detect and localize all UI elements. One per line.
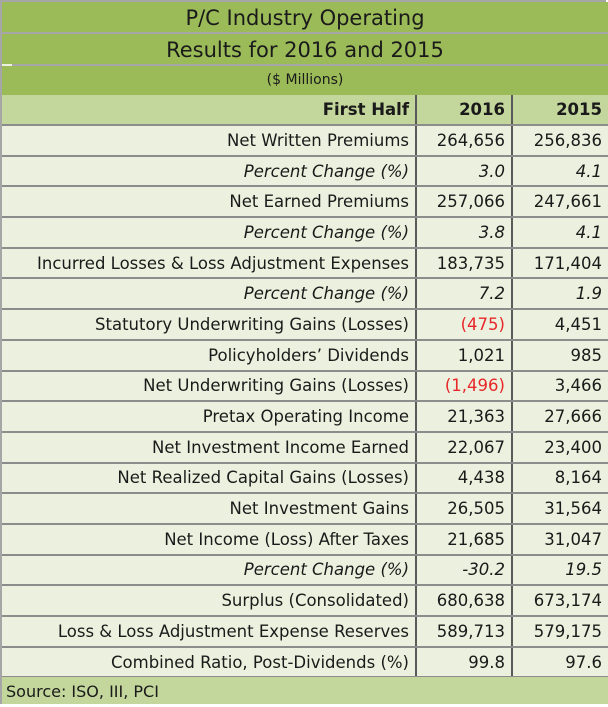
value-2015: 985 [512, 339, 608, 372]
source-note: Source: ISO, III, PCI [2, 677, 608, 704]
value-2015: 247,661 [512, 186, 608, 219]
row-label: Percent Change (%) [2, 278, 417, 311]
value-2015: 4.1 [512, 217, 608, 249]
row-label: Net Earned Premiums [2, 186, 417, 219]
value-2015: 256,836 [512, 125, 608, 157]
value-2015: 8,164 [512, 462, 608, 495]
table-units: ($ Millions) [2, 66, 608, 95]
row-label: Policyholders’ Dividends [2, 339, 417, 372]
table-row: Policyholders’ Dividends 1,021 985 [2, 339, 608, 372]
value-2016: 257,066 [416, 186, 513, 219]
table-row: Loss & Loss Adjustment Expense Reserves 5… [2, 616, 608, 648]
table-row: Pretax Operating Income 21,363 27,666 [2, 401, 608, 433]
row-label: Pretax Operating Income [2, 401, 417, 433]
column-header-2015: 2015 [512, 95, 608, 126]
value-2015: 4.1 [512, 155, 608, 188]
value-2015: 31,047 [512, 523, 608, 556]
row-label: Percent Change (%) [2, 217, 417, 249]
row-label: Combined Ratio, Post-Dividends (%) [2, 646, 417, 679]
value-2016: 21,685 [416, 523, 513, 556]
table-row: Net Written Premiums 264,656 256,836 [2, 125, 608, 157]
value-2016: (1,496) [416, 370, 513, 403]
value-2016: 99.8 [416, 646, 513, 679]
value-2016: 183,735 [416, 247, 513, 280]
row-label: Net Written Premiums [2, 125, 417, 157]
title-divider [2, 32, 608, 34]
value-2016: 22,067 [416, 431, 513, 464]
row-label: Incurred Losses & Loss Adjustment Expens… [2, 247, 417, 280]
value-2016: 264,656 [416, 125, 513, 157]
value-2015: 171,404 [512, 247, 608, 280]
row-label: Surplus (Consolidated) [2, 585, 417, 617]
value-2015: 31,564 [512, 493, 608, 525]
value-2016: 3.0 [416, 155, 513, 188]
value-2016: 680,638 [416, 585, 513, 617]
column-header-row: First Half 2016 2015 [2, 95, 608, 126]
value-2016: 4,438 [416, 462, 513, 495]
title-divider [12, 64, 608, 66]
value-2016: 589,713 [416, 616, 513, 648]
value-2015: 27,666 [512, 401, 608, 433]
value-2016: 1,021 [416, 339, 513, 372]
value-2015: 673,174 [512, 585, 608, 617]
table-row: Percent Change (%) 3.8 4.1 [2, 217, 608, 249]
table-row: Surplus (Consolidated) 680,638 673,174 [2, 585, 608, 617]
value-2016: -30.2 [416, 554, 513, 587]
row-label: Net Realized Capital Gains (Losses) [2, 462, 417, 495]
value-2015: 19.5 [512, 554, 608, 587]
table-row: Net Underwriting Gains (Losses) (1,496) 3,… [2, 370, 608, 403]
table-row: Percent Change (%) 7.2 1.9 [2, 278, 608, 311]
value-2015: 97.6 [512, 646, 608, 679]
value-2015: 579,175 [512, 616, 608, 648]
value-2015: 4,451 [512, 309, 608, 341]
value-2016: 26,505 [416, 493, 513, 525]
table-title-line-1: P/C Industry Operating [2, 2, 608, 32]
table-row: Percent Change (%) 3.0 4.1 [2, 155, 608, 188]
table-row: Combined Ratio, Post-Dividends (%) 99.8 97… [2, 646, 608, 679]
table-row: Incurred Losses & Loss Adjustment Expens… [2, 247, 608, 280]
value-2015: 3,466 [512, 370, 608, 403]
column-header-2016: 2016 [416, 95, 513, 126]
row-label: Loss & Loss Adjustment Expense Reserves [2, 616, 417, 648]
row-label: Net Investment Gains [2, 493, 417, 525]
row-label: Net Investment Income Earned [2, 431, 417, 464]
table-row: Net Earned Premiums 257,066 247,661 [2, 186, 608, 219]
row-label: Statutory Underwriting Gains (Losses) [2, 309, 417, 341]
value-2016: 7.2 [416, 278, 513, 311]
table-row: Net Income (Loss) After Taxes 21,685 31,04… [2, 523, 608, 556]
value-2016: 3.8 [416, 217, 513, 249]
row-label: Percent Change (%) [2, 554, 417, 587]
column-header-label: First Half [2, 95, 417, 126]
results-table: First Half 2016 2015 Net Written Premium… [2, 95, 608, 679]
row-label: Net Income (Loss) After Taxes [2, 523, 417, 556]
table-row: Statutory Underwriting Gains (Losses) (47… [2, 309, 608, 341]
value-2015: 23,400 [512, 431, 608, 464]
table-row: Net Realized Capital Gains (Losses) 4,438… [2, 462, 608, 495]
value-2016: 21,363 [416, 401, 513, 433]
table-title-line-2: Results for 2016 and 2015 [2, 34, 608, 64]
value-2016: (475) [416, 309, 513, 341]
row-label: Percent Change (%) [2, 155, 417, 188]
table-row: Net Investment Income Earned 22,067 23,400 [2, 431, 608, 464]
table-row: Net Investment Gains 26,505 31,564 [2, 493, 608, 525]
value-2015: 1.9 [512, 278, 608, 311]
row-label: Net Underwriting Gains (Losses) [2, 370, 417, 403]
table-row: Percent Change (%) -30.2 19.5 [2, 554, 608, 587]
